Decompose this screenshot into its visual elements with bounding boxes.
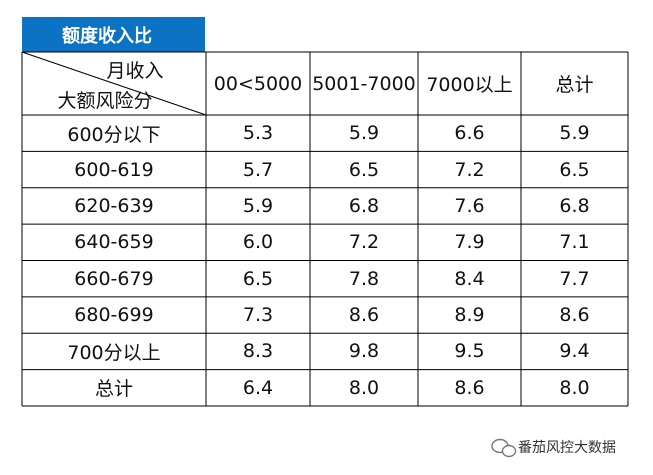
value-cell: 8.3 xyxy=(242,340,274,363)
table-title: 额度收入比 xyxy=(22,17,205,52)
value-cell: 5.3 xyxy=(242,122,274,145)
value-cell: 6.8 xyxy=(348,194,380,217)
value-cell: 6.4 xyxy=(242,376,274,399)
value-cell: 8.4 xyxy=(454,267,485,290)
value-cell: 6.6 xyxy=(454,122,485,145)
value-cell: 6.5 xyxy=(348,158,380,181)
corner-top: 月收入 xyxy=(106,59,164,82)
value-cell: 9.8 xyxy=(348,340,380,363)
value-cell: 6.0 xyxy=(242,231,274,254)
value-cell: 7.3 xyxy=(242,304,274,327)
row-header: 600-619 xyxy=(74,158,154,181)
row-header: 680-699 xyxy=(74,304,154,327)
value-cell: 7.2 xyxy=(348,231,380,254)
value-cell: 8.9 xyxy=(454,304,485,327)
value-cell: 5.9 xyxy=(559,122,590,145)
row-header: 640-659 xyxy=(74,231,154,254)
value-cell: 7.2 xyxy=(454,158,485,181)
value-cell: 8.6 xyxy=(559,304,590,327)
value-cell: 8.6 xyxy=(348,304,380,327)
value-cell: 7.7 xyxy=(559,267,590,290)
value-cell: 9.4 xyxy=(559,340,590,363)
value-cell: 5.9 xyxy=(348,122,380,145)
column-header: 总计 xyxy=(555,74,594,96)
row-header: 600分以下 xyxy=(67,123,161,146)
diagonal xyxy=(21,51,207,116)
column-header: 00<5000 xyxy=(213,72,303,95)
value-cell: 6.5 xyxy=(559,158,590,181)
column-header: 5001-7000 xyxy=(312,72,416,95)
value-cell: 9.5 xyxy=(454,340,485,363)
column-header: 7000以上 xyxy=(426,74,513,96)
value-cell: 7.1 xyxy=(559,231,590,254)
value-cell: 6.8 xyxy=(559,194,590,217)
value-cell: 6.5 xyxy=(242,267,274,290)
row-header: 700分以上 xyxy=(67,341,161,364)
value-cell: 8.0 xyxy=(348,376,380,399)
watermark: 番茄风控大数据 xyxy=(518,440,616,456)
value-cell: 8.0 xyxy=(559,376,590,399)
value-cell: 7.9 xyxy=(454,231,485,254)
wechat-icon xyxy=(491,438,517,458)
row-header: 660-679 xyxy=(74,267,154,290)
corner-bottom: 大额风险分 xyxy=(57,89,153,112)
value-cell: 5.7 xyxy=(242,158,274,181)
value-cell: 7.8 xyxy=(348,267,380,290)
row-header: 620-639 xyxy=(74,194,154,217)
value-cell: 5.9 xyxy=(242,194,274,217)
row-header: 总计 xyxy=(94,378,133,401)
value-cell: 8.6 xyxy=(454,376,485,399)
value-cell: 7.6 xyxy=(454,194,485,217)
